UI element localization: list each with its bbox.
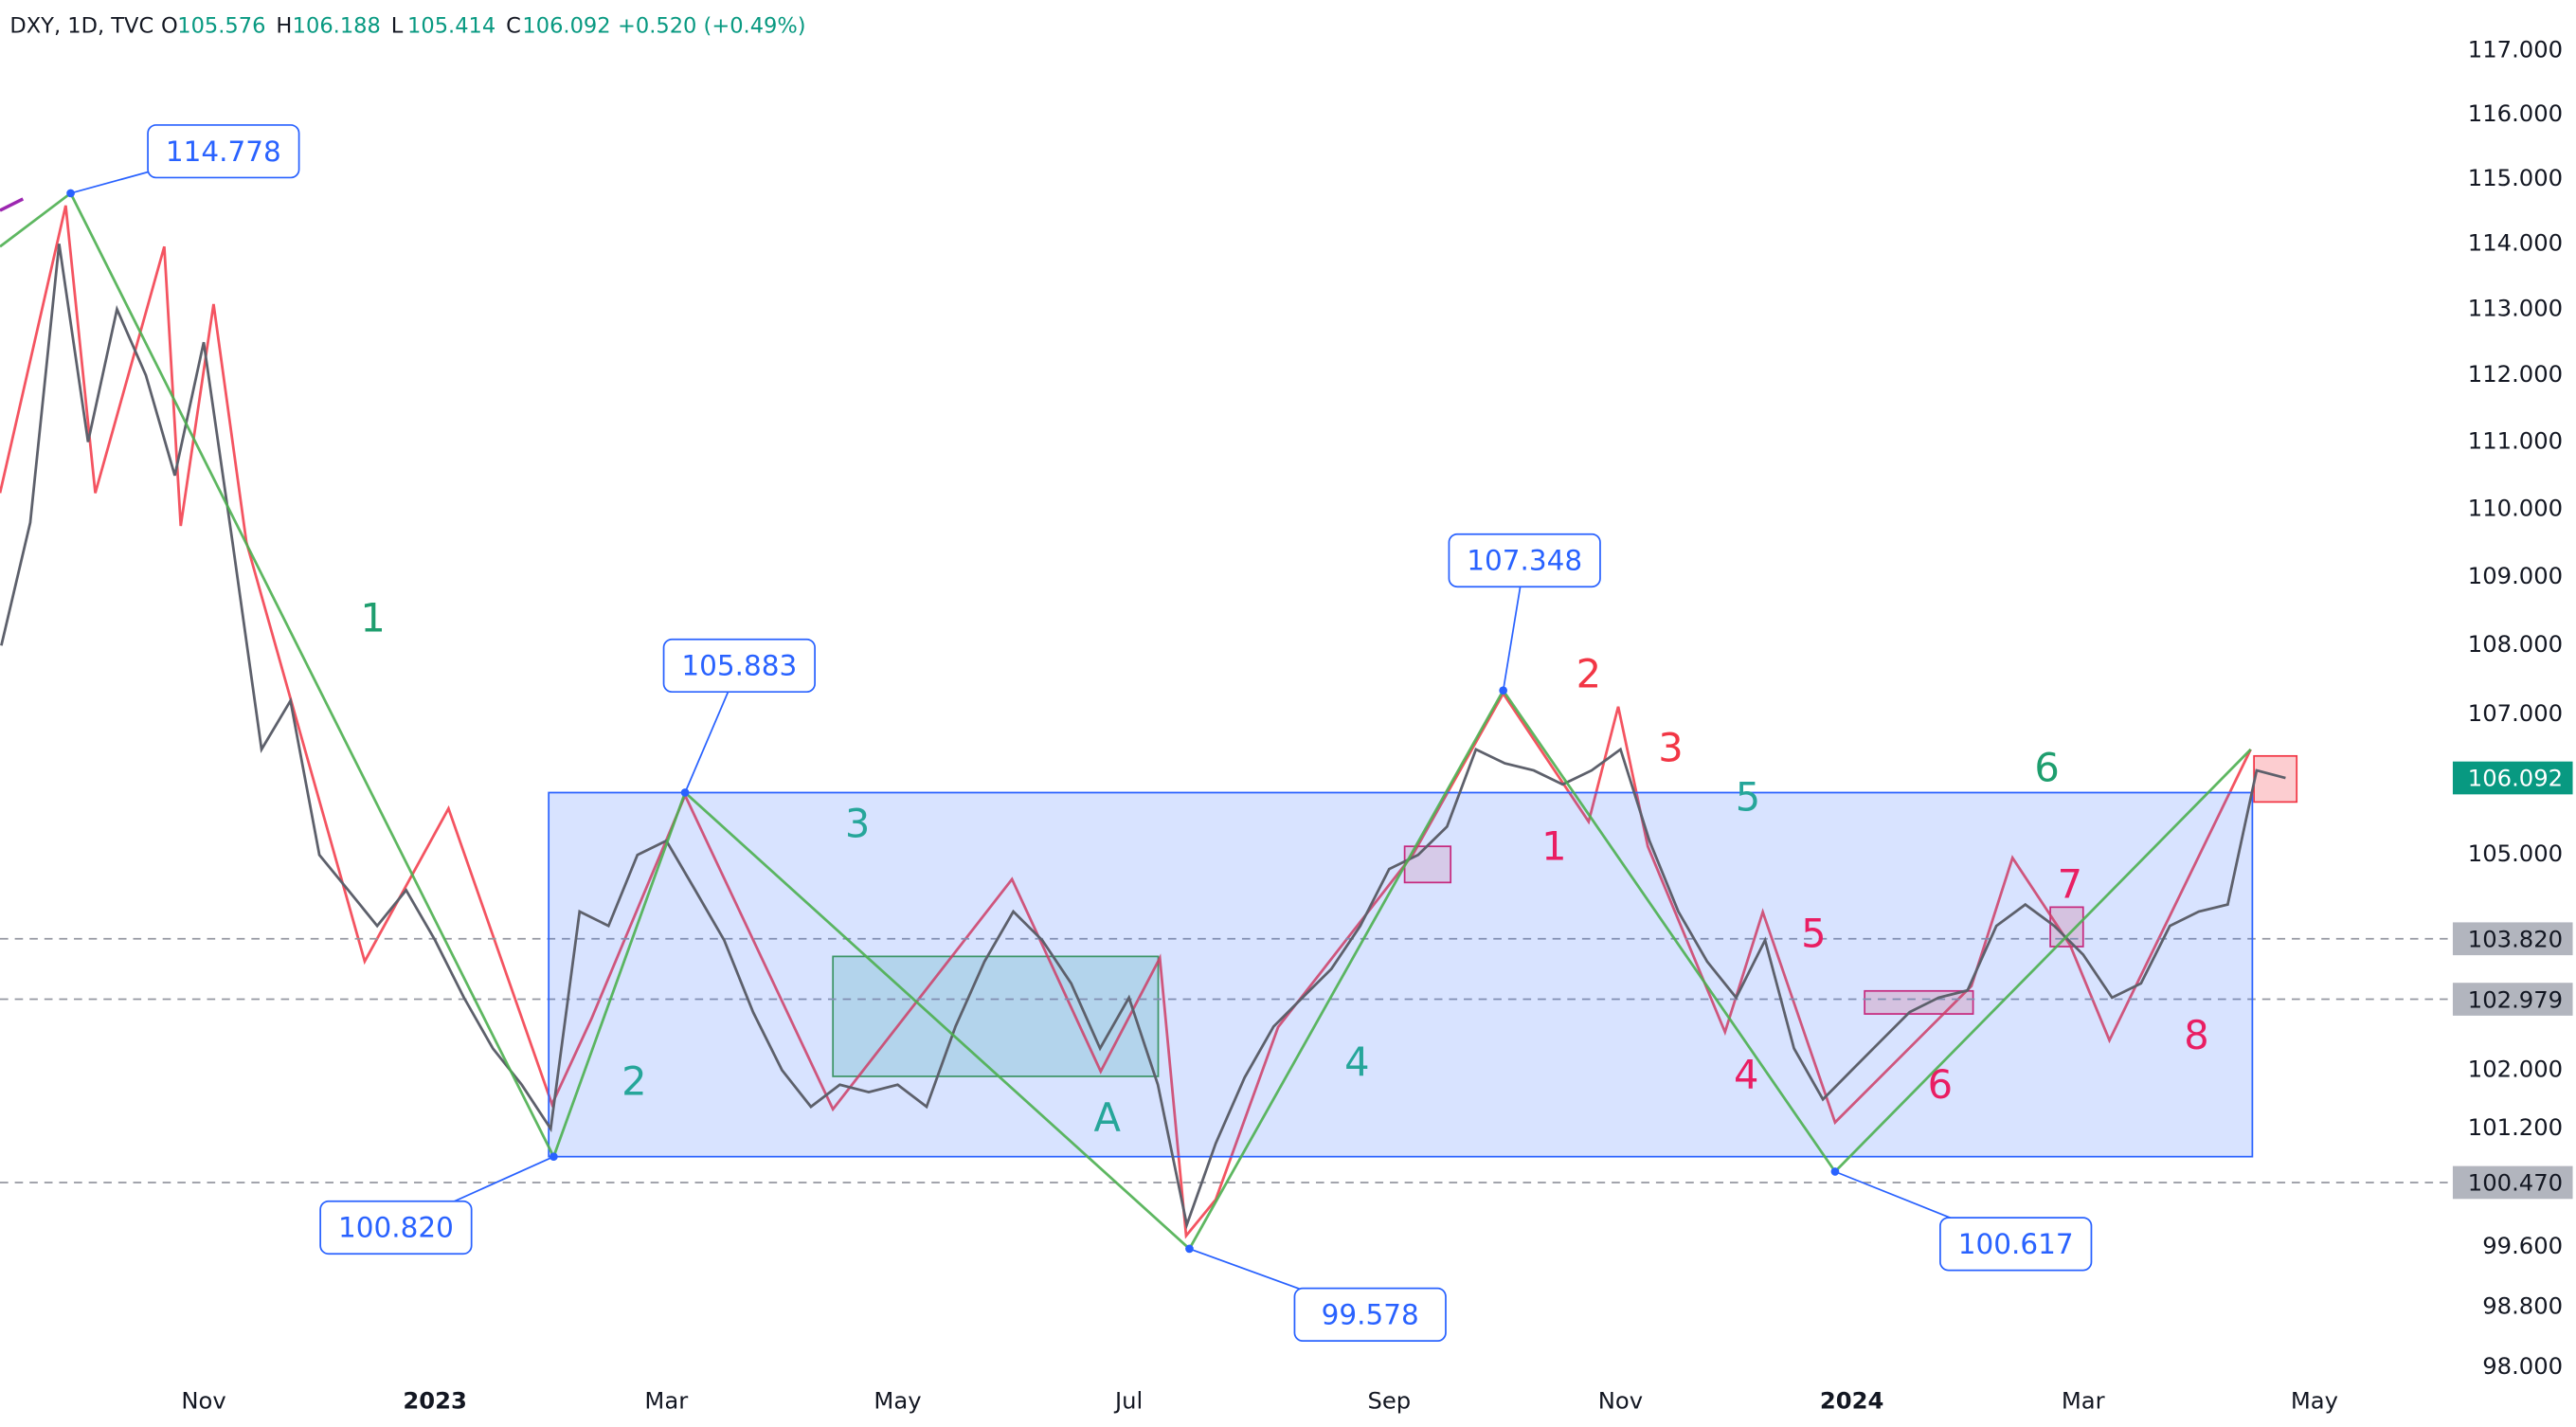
x-tick-label: May [2291, 1386, 2338, 1414]
plot: 114.778 105.883 107.348 100.820 99.578 100.61… [0, 124, 2448, 1343]
wave-line-red [0, 205, 2252, 1239]
ohlc-key: O [161, 13, 178, 38]
level-label: 102.979 [2468, 985, 2563, 1013]
x-tick-label: 2024 [1820, 1386, 1884, 1414]
pivot-dot [549, 1152, 558, 1162]
ohlc-value: 106.188 [293, 13, 381, 38]
level-label: 100.470 [2468, 1169, 2563, 1197]
callout-label: 107.348 [1467, 545, 1582, 577]
y-tick-label: 110.000 [2468, 494, 2563, 521]
wave-line-green [0, 190, 2252, 1252]
y-tick-label: 98.000 [2482, 1352, 2563, 1380]
ohlc-value: 106.092 [522, 13, 610, 38]
y-tick-label: 105.000 [2468, 840, 2563, 867]
ohlc-value: 105.414 [407, 13, 495, 38]
wave-label: 8 [2184, 1012, 2208, 1058]
callout-box [1448, 533, 1601, 588]
level-tag [2452, 1165, 2573, 1200]
wave-label: A [1094, 1094, 1122, 1141]
wave-label: 1 [1541, 823, 1566, 870]
x-tick-label: 2023 [403, 1386, 467, 1414]
callout-label: 100.617 [1958, 1228, 2074, 1260]
wave-label: 3 [1658, 725, 1683, 771]
callout-box [662, 638, 816, 694]
callout-box [147, 124, 300, 179]
callout-box [1293, 1287, 1447, 1343]
ohlc-key: C [506, 13, 521, 38]
callout-label: 105.883 [681, 650, 797, 682]
zone-box [2253, 754, 2298, 804]
wave-label: 5 [1736, 774, 1760, 821]
y-tick-label: 116.000 [2468, 99, 2563, 127]
wave-label: 7 [2058, 861, 2082, 908]
callout-label: 114.778 [166, 135, 281, 168]
level-label: 103.820 [2468, 925, 2563, 952]
callout-label: 99.578 [1322, 1299, 1419, 1331]
ohlc-value: 105.576 [177, 13, 265, 38]
change: +0.520 (+0.49%) [618, 13, 806, 38]
level-tag [2452, 983, 2573, 1016]
wave-label: 6 [1928, 1061, 1953, 1108]
y-tick-label: 98.800 [2482, 1292, 2563, 1319]
wave-label: 2 [1576, 651, 1601, 697]
y-tick-label: 113.000 [2468, 294, 2563, 321]
price-label: 106.092 [2468, 765, 2563, 792]
symbol: DXY, 1D, TVC [9, 13, 153, 38]
ohlc-key: L [391, 13, 404, 38]
y-tick-label: 108.000 [2468, 630, 2563, 658]
y-tick-label: 117.000 [2468, 36, 2563, 63]
wave-label: 4 [1344, 1039, 1369, 1085]
x-tick-label: Sep [1367, 1386, 1411, 1414]
x-tick-label: Jul [1113, 1386, 1143, 1414]
pivot-dot [1830, 1167, 1840, 1176]
y-tick-label: 107.000 [2468, 699, 2563, 727]
y-tick-label: 102.000 [2468, 1055, 2563, 1082]
range-box [548, 791, 2254, 1158]
callout-label: 100.820 [338, 1212, 454, 1244]
wave-label: 4 [1734, 1052, 1758, 1098]
y-tick-label: 115.000 [2468, 164, 2563, 191]
wave-label: 6 [2034, 744, 2059, 790]
x-tick-label: Mar [644, 1386, 688, 1414]
pivot-dot [680, 788, 690, 797]
x-tick-label: Mar [2062, 1386, 2105, 1414]
price-tag [2452, 761, 2573, 795]
pivot-dot [66, 189, 75, 198]
purple-line [0, 197, 25, 212]
wave-label: 5 [1801, 911, 1826, 957]
callout-box [319, 1200, 473, 1255]
wave-label: 2 [621, 1058, 646, 1105]
pivot-dot [1185, 1244, 1194, 1254]
y-tick-label: 111.000 [2468, 426, 2563, 454]
level-tag [2452, 922, 2573, 956]
x-tick-label: Nov [181, 1386, 225, 1414]
y-tick-label: 114.000 [2468, 228, 2563, 256]
y-tick-label: 112.000 [2468, 360, 2563, 388]
wave-label: 1 [360, 595, 385, 641]
x-tick-label: May [874, 1386, 921, 1414]
y-tick-label: 101.200 [2468, 1113, 2563, 1141]
callout-box [1939, 1217, 2093, 1272]
ohlc-key: H [276, 13, 292, 38]
wave-label: 3 [845, 800, 870, 846]
x-tick-label: Nov [1598, 1386, 1643, 1414]
pivot-dot [1499, 686, 1507, 695]
price-line [0, 244, 2286, 1230]
y-tick-label: 109.000 [2468, 562, 2563, 589]
y-tick-label: 99.600 [2482, 1232, 2563, 1259]
